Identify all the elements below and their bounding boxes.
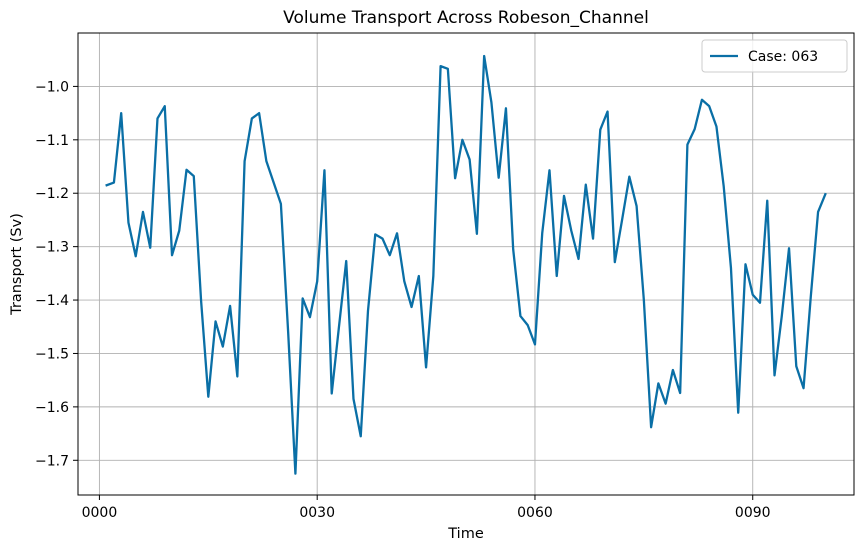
series-line [105, 54, 827, 475]
y-tick-label: −1.6 [35, 400, 69, 416]
y-tick-label: −1.3 [35, 240, 69, 256]
chart-title: Volume Transport Across Robeson_Channel [283, 8, 649, 28]
series-lines [105, 54, 827, 475]
x-axis-label: Time [447, 526, 484, 542]
x-tick-label: 0000 [82, 505, 118, 521]
axes-frame [77, 32, 855, 496]
y-axis-label: Transport (Sv) [9, 213, 25, 316]
legend-label: Case: 063 [748, 49, 818, 65]
legend-box [701, 39, 848, 73]
y-tick-label: −1.1 [35, 133, 69, 149]
y-tick-label: −1.4 [35, 293, 69, 309]
x-tick-label: 0030 [299, 505, 335, 521]
y-tick-label: −1.7 [35, 453, 69, 469]
plot-area [78, 33, 854, 495]
axis-ticks: 0000 0030 0060 0090 −1.7 −1.6 −1.5 −1.4 −1.3 −1.2… [35, 79, 771, 521]
legend: Case: 063 [701, 39, 848, 73]
x-tick-label: 0060 [517, 505, 553, 521]
y-tick-label: −1.5 [35, 346, 69, 362]
x-tick-label: 0090 [735, 505, 771, 521]
y-tick-label: −1.2 [35, 186, 69, 202]
y-tick-label: −1.0 [35, 79, 69, 95]
